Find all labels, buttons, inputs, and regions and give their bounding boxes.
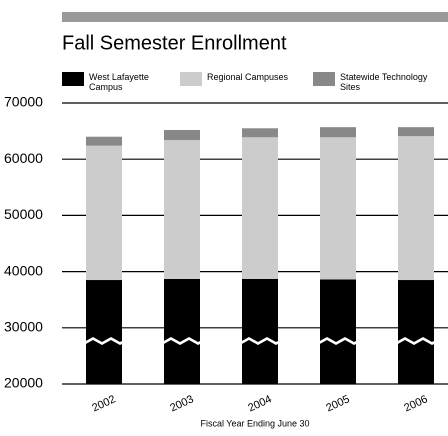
legend-label: Regional Campuses [207,72,289,82]
bar-segment [242,128,278,138]
bar-segment [86,280,122,384]
bar-segment [320,137,356,280]
y-tick-label: 30000 [4,319,43,335]
legend-item: Statewide Technology Sites [313,72,448,92]
x-tick-label: 2004 [246,393,273,414]
y-tick-label: 20000 [4,375,43,391]
legend-item: West Lafayette Campus [62,72,157,92]
y-tick-label: 40000 [4,262,43,278]
x-tick-label: 2006 [402,393,429,414]
axis-break [318,337,358,345]
legend-swatch [313,72,335,86]
bar-segment [398,127,434,137]
bar-segment [242,137,278,279]
legend-swatch [180,72,202,86]
y-tick-label: 70000 [4,94,43,110]
bar-segment [86,145,122,281]
legend-item: Regional Campuses [180,72,300,86]
y-tick-label: 50000 [4,206,43,222]
bar-segment [398,136,434,281]
x-tick-label: 2005 [324,393,351,414]
legend-swatch [62,72,84,86]
bar-segment [242,278,278,384]
header-bar [62,12,448,22]
legend-label: West Lafayette Campus [89,72,149,92]
bar-segment [320,127,356,138]
x-tick-label: 2003 [168,393,195,414]
legend-label: Statewide Technology Sites [340,72,428,92]
x-tick-label: 2002 [90,393,117,414]
axis-break [162,337,202,345]
x-axis-label: Fiscal Year Ending June 30 [200,418,309,428]
y-tick-label: 60000 [4,150,43,166]
axis-break [396,337,436,345]
bar-segment [164,140,200,279]
chart-title: Fall Semester Enrollment [62,32,287,54]
axis-break [84,337,124,345]
bar-segment [164,278,200,384]
bar-segment [398,280,434,384]
bar-segment [86,136,122,146]
axis-break [240,337,280,345]
bar-segment [320,279,356,384]
bar-segment [164,129,200,141]
